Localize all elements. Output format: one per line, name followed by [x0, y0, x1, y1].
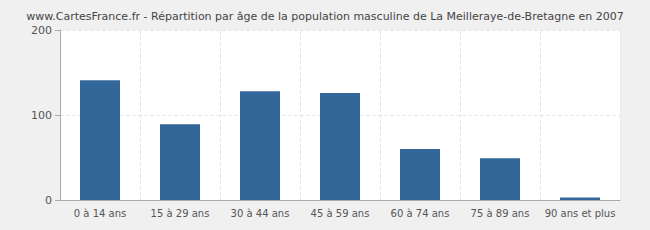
svg-text:200: 200 — [31, 24, 52, 37]
svg-text:30 à 44 ans: 30 à 44 ans — [231, 208, 290, 219]
svg-text:100: 100 — [31, 109, 52, 122]
svg-text:45 à 59 ans: 45 à 59 ans — [311, 208, 370, 219]
svg-text:0 à 14 ans: 0 à 14 ans — [74, 208, 126, 219]
svg-text:75 à 89 ans: 75 à 89 ans — [471, 208, 530, 219]
svg-text:www.CartesFrance.fr - Répartit: www.CartesFrance.fr - Répartition par âg… — [26, 10, 623, 23]
svg-text:90 ans et plus: 90 ans et plus — [545, 208, 616, 219]
svg-text:0: 0 — [45, 194, 52, 207]
svg-text:60 à 74 ans: 60 à 74 ans — [391, 208, 450, 219]
svg-text:15 à 29 ans: 15 à 29 ans — [151, 208, 210, 219]
